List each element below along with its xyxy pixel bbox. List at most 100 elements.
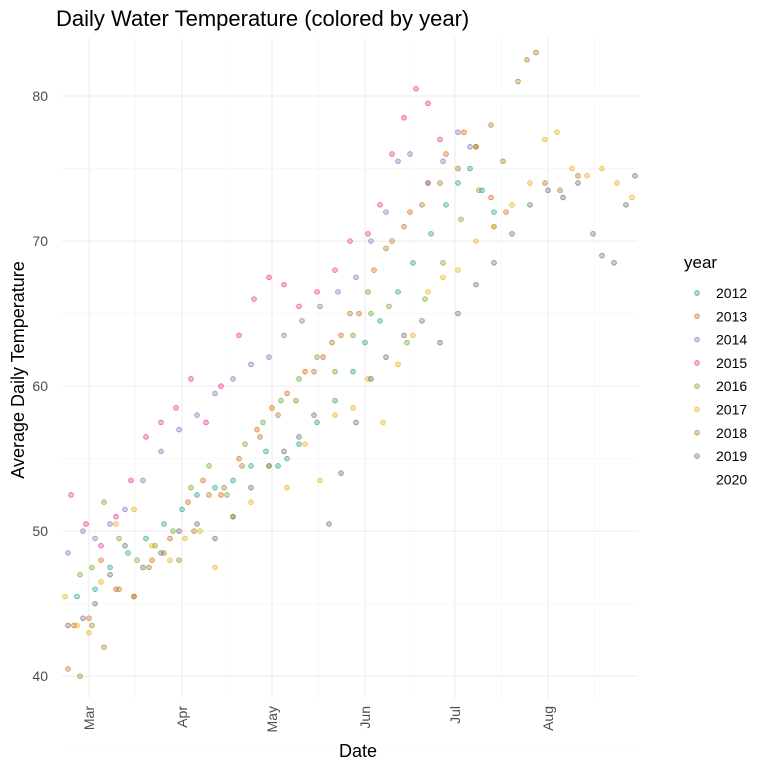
data-point (191, 528, 197, 534)
data-point (149, 557, 155, 563)
data-point (206, 463, 212, 469)
data-point (386, 303, 392, 310)
data-point (542, 136, 548, 143)
data-point (401, 332, 407, 339)
data-point (428, 231, 434, 237)
data-point (296, 303, 302, 310)
legend-item-2020: 2020 (694, 471, 747, 487)
data-point (275, 463, 281, 469)
data-point (500, 158, 506, 165)
data-point (65, 622, 71, 629)
data-point (122, 542, 128, 549)
data-point (410, 332, 416, 339)
data-point (77, 571, 83, 578)
data-point (284, 484, 290, 491)
legend-item-2016: 2016 (694, 378, 747, 394)
data-point (281, 448, 287, 455)
data-point (83, 521, 89, 527)
data-point (98, 579, 104, 585)
data-point (269, 405, 275, 411)
y-tick-label: 60 (32, 378, 48, 394)
data-point (98, 542, 104, 549)
data-point (194, 412, 200, 418)
data-point (332, 397, 338, 404)
data-point (224, 492, 230, 498)
series-2015 (68, 86, 443, 549)
data-point (257, 434, 263, 440)
series-2013 (71, 129, 509, 629)
data-point (365, 289, 371, 295)
data-point (440, 260, 446, 266)
data-point (113, 513, 119, 520)
data-point (575, 180, 581, 186)
data-point (317, 477, 323, 484)
series-2018 (65, 49, 581, 679)
data-point (455, 180, 461, 186)
data-point (221, 484, 227, 491)
data-point (401, 115, 407, 121)
data-point (353, 274, 359, 281)
data-point (293, 397, 299, 404)
data-point (65, 666, 71, 672)
data-point (545, 187, 551, 194)
data-point (143, 535, 149, 542)
data-point (362, 339, 368, 346)
data-point (491, 223, 497, 230)
data-point (314, 289, 320, 295)
data-point (266, 354, 272, 360)
data-point (158, 419, 164, 426)
legend-item-2015: 2015 (694, 355, 747, 371)
x-tick-label: May (264, 706, 280, 732)
data-point (149, 542, 155, 549)
data-point (314, 419, 320, 426)
data-point (254, 426, 260, 433)
data-point (161, 521, 167, 527)
data-point (179, 506, 185, 513)
data-point (116, 535, 122, 542)
legend: year 2012 2013 2014 2015 2016 2017 2018 2019 202… (684, 253, 747, 487)
data-point (332, 412, 338, 418)
data-point (74, 593, 80, 600)
data-point (158, 550, 164, 556)
x-tick-label: Apr (174, 706, 190, 728)
data-point (401, 223, 407, 230)
data-point (107, 521, 113, 527)
data-point (170, 528, 176, 534)
legend-label: 2012 (716, 285, 747, 301)
data-point (473, 144, 479, 150)
legend-label: 2017 (716, 402, 747, 418)
data-point (455, 310, 461, 317)
data-point (368, 310, 374, 317)
data-point (92, 586, 98, 592)
data-point (347, 310, 353, 317)
legend-swatch (694, 476, 700, 483)
data-point (167, 557, 173, 563)
y-tick-label: 80 (32, 88, 48, 104)
data-point (389, 151, 395, 157)
legend-label: 2016 (716, 378, 747, 394)
legend-item-2019: 2019 (694, 448, 747, 464)
data-point (515, 78, 521, 85)
data-point (461, 129, 467, 136)
data-point (248, 463, 254, 469)
legend-swatch (694, 383, 700, 389)
data-point (317, 303, 323, 310)
data-point (251, 296, 257, 302)
data-point (218, 383, 224, 389)
data-point (266, 463, 272, 469)
data-point (203, 419, 209, 426)
data-point (569, 165, 575, 172)
data-point (86, 615, 92, 621)
series-2014 (65, 129, 473, 556)
data-point (335, 289, 341, 295)
data-point (263, 448, 269, 455)
y-tick-label: 40 (32, 668, 48, 684)
grid (62, 38, 638, 750)
data-point (491, 260, 497, 266)
data-point (206, 492, 212, 498)
data-point (65, 550, 71, 556)
data-point (92, 600, 98, 607)
chart-title: Daily Water Temperature (colored by year… (56, 6, 469, 31)
data-point (275, 412, 281, 418)
data-point (614, 180, 620, 186)
